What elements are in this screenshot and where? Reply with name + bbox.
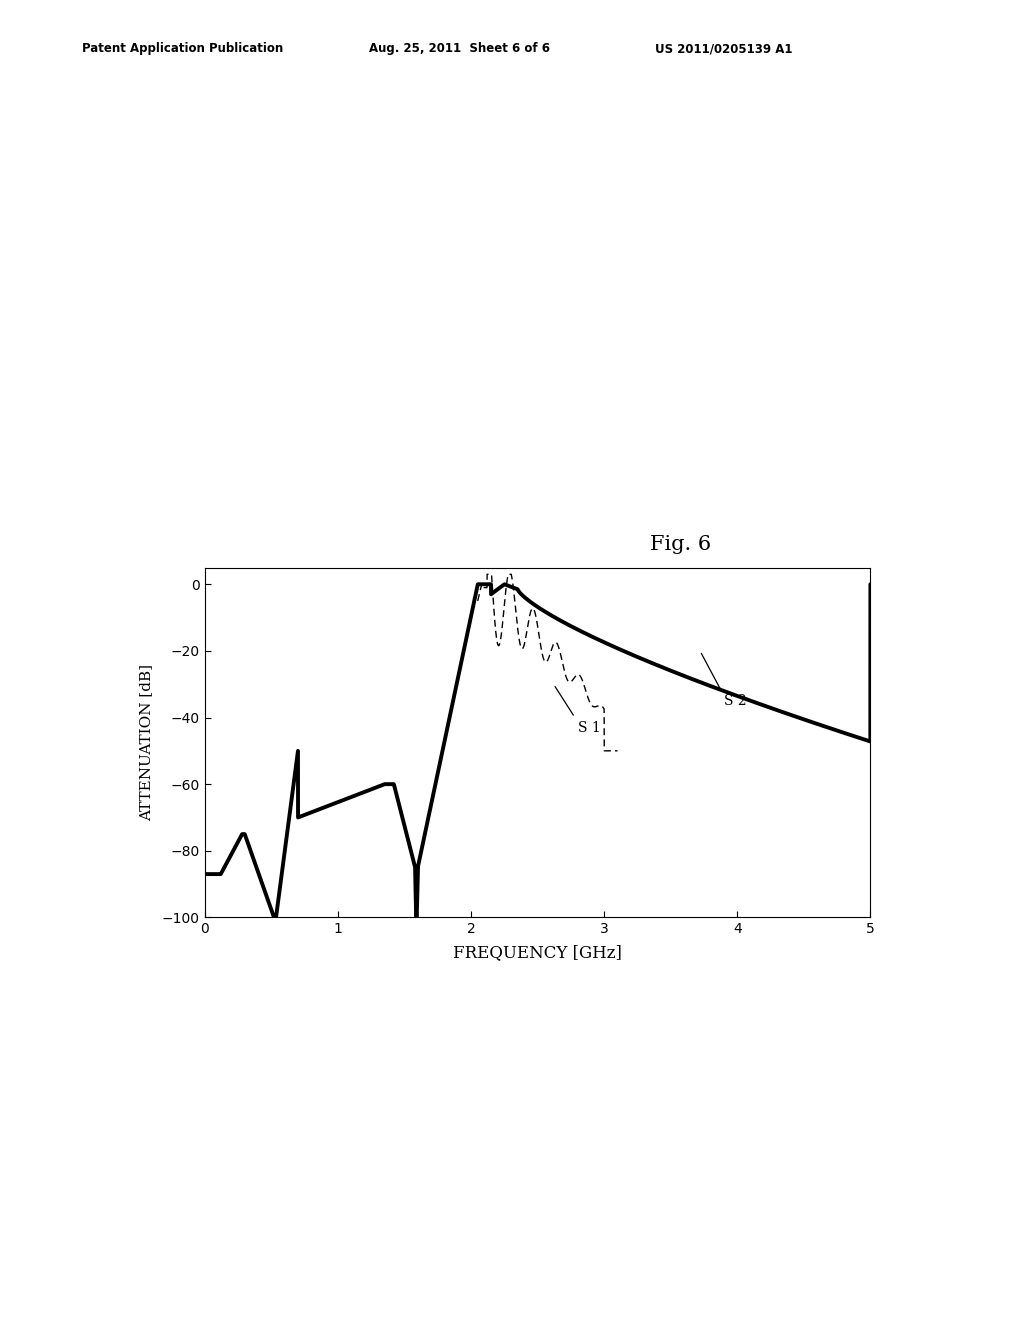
Text: S 1: S 1	[578, 721, 600, 735]
Text: S 2: S 2	[724, 694, 746, 709]
Y-axis label: ATTENUATION [dB]: ATTENUATION [dB]	[139, 664, 154, 821]
X-axis label: FREQUENCY [GHz]: FREQUENCY [GHz]	[454, 945, 622, 961]
Text: US 2011/0205139 A1: US 2011/0205139 A1	[655, 42, 793, 55]
Text: Fig. 6: Fig. 6	[650, 535, 712, 553]
Text: Aug. 25, 2011  Sheet 6 of 6: Aug. 25, 2011 Sheet 6 of 6	[369, 42, 550, 55]
Text: Patent Application Publication: Patent Application Publication	[82, 42, 284, 55]
